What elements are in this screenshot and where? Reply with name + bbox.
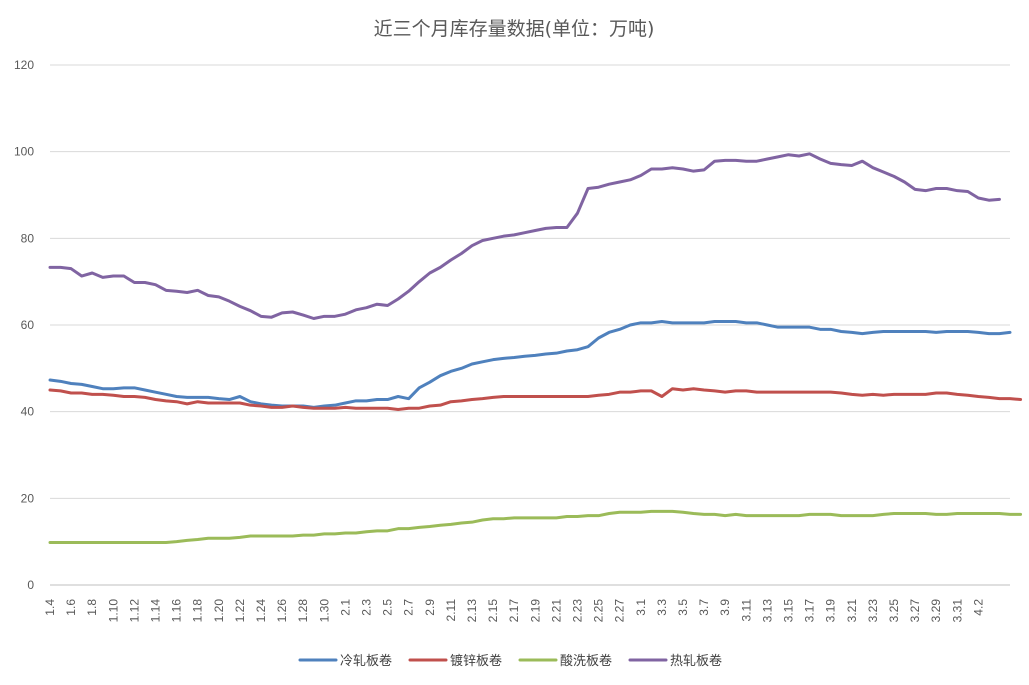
x-axis: 1.4 1.6 1.8 1.10 1.12 1.14 1.16 1.18 1.20 1.22 1.2…: [43, 584, 1010, 623]
x-tick-label: 1.22: [233, 599, 247, 623]
x-tick-label: 2.13: [465, 599, 479, 623]
x-tick-label: 1.6: [64, 599, 78, 616]
x-tick-label: 3.3: [655, 599, 669, 616]
y-tick-label: 60: [21, 318, 35, 332]
x-tick-label: 2.17: [507, 599, 521, 623]
x-tick-label: 1.26: [275, 599, 289, 623]
legend-label: 酸洗板卷: [560, 653, 612, 669]
x-tick-label: 2.3: [359, 599, 373, 616]
series-layer: [48, 152, 1023, 545]
x-tick-label: 3.15: [781, 599, 795, 623]
x-tick-label: 1.4: [43, 599, 57, 616]
x-tick-label: 2.21: [549, 599, 563, 623]
x-tick-label: 3.27: [908, 599, 922, 623]
series-line-4: [48, 152, 1001, 320]
x-tick-label: 1.24: [254, 599, 268, 623]
x-tick-label: 2.27: [613, 599, 627, 623]
x-tick-label: 3.5: [676, 599, 690, 616]
x-tick-label: 3.13: [760, 599, 774, 623]
y-tick-label: 120: [14, 58, 34, 72]
series-line-3: [48, 509, 1023, 545]
y-tick-label: 0: [27, 578, 34, 592]
series-line-2: [48, 387, 1023, 411]
y-tick-label: 80: [21, 231, 35, 245]
y-tick-label: 100: [14, 145, 34, 159]
x-tick-label: 2.1: [338, 599, 352, 616]
x-tick-label: 3.9: [718, 599, 732, 616]
y-tick-label: 20: [21, 491, 35, 505]
x-tick-label: 1.20: [212, 599, 226, 623]
series-line-1: [48, 320, 1012, 409]
x-tick-label: 3.23: [866, 599, 880, 623]
x-tick-label: 3.7: [697, 599, 711, 616]
x-tick-label: 1.12: [127, 599, 141, 623]
x-tick-label: 3.11: [739, 599, 753, 622]
x-tick-label: 1.16: [170, 599, 184, 623]
x-tick-label: 3.21: [845, 599, 859, 623]
x-tick-label: 3.25: [887, 599, 901, 623]
chart-title: 近三个月库存量数据(单位：万吨): [374, 18, 655, 40]
x-tick-label: 2.19: [528, 599, 542, 623]
y-tick-label: 40: [21, 405, 35, 419]
x-tick-label: 1.14: [148, 599, 162, 623]
legend: 冷轧板卷 镀锌板卷 酸洗板卷 热轧板卷: [298, 653, 722, 669]
legend-label: 热轧板卷: [670, 653, 722, 669]
x-tick-label: 2.23: [570, 599, 584, 623]
legend-label: 镀锌板卷: [450, 653, 502, 669]
x-tick-label: 1.28: [296, 599, 310, 623]
y-axis: 0 20 40 60 80 100 120: [14, 58, 34, 592]
x-tick-label: 2.7: [402, 599, 416, 616]
x-tick-label: 3.19: [824, 599, 838, 623]
x-tick-label: 2.15: [486, 599, 500, 623]
x-tick-label: 4.2: [971, 599, 985, 616]
x-tick-label: 1.30: [317, 599, 331, 623]
x-tick-label: 1.10: [106, 599, 120, 623]
x-tick-label: 1.18: [191, 599, 205, 623]
gridlines: [50, 64, 1010, 586]
x-tick-label: 1.8: [85, 599, 99, 616]
x-tick-label: 2.25: [592, 599, 606, 623]
legend-label: 冷轧板卷: [340, 653, 392, 669]
x-tick-label: 2.11: [444, 599, 458, 622]
x-tick-label: 2.5: [381, 599, 395, 616]
x-tick-label: 2.9: [423, 599, 437, 616]
x-tick-label: 3.17: [803, 599, 817, 623]
x-tick-label: 3.29: [929, 599, 943, 623]
x-tick-label: 3.1: [634, 599, 648, 616]
x-tick-label: 3.31: [950, 599, 964, 623]
